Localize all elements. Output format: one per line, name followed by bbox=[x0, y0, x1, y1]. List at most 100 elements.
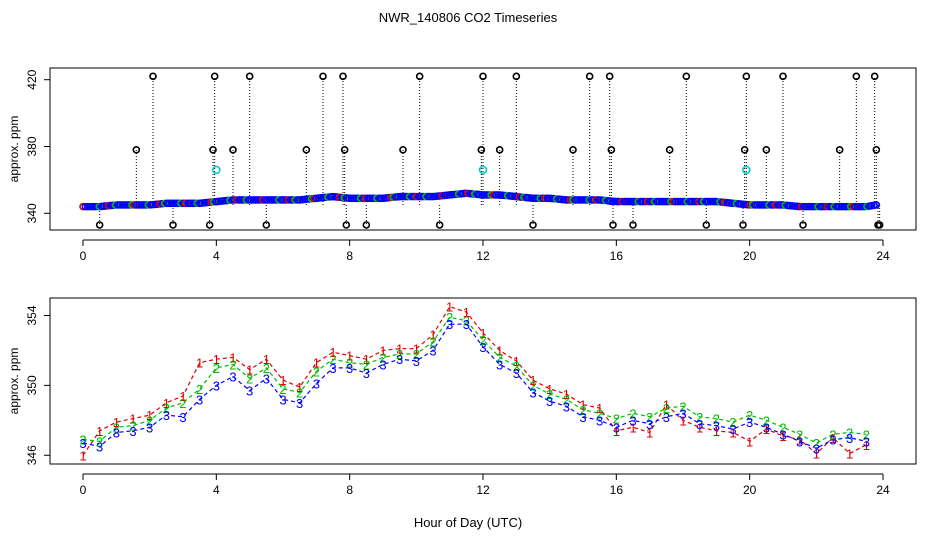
series-1-marker: 1 bbox=[529, 373, 536, 388]
baseline-point bbox=[769, 201, 778, 209]
series-1-marker: 1 bbox=[596, 401, 603, 416]
baseline-point bbox=[643, 197, 652, 206]
series-3-marker: 3 bbox=[229, 370, 236, 385]
baseline-point bbox=[797, 202, 806, 211]
series-1-marker: 1 bbox=[579, 398, 586, 413]
series-2-marker: 2 bbox=[529, 378, 536, 393]
series-3-marker: 3 bbox=[363, 366, 370, 381]
baseline-point bbox=[811, 202, 820, 211]
baseline-point bbox=[818, 202, 827, 211]
series-1-marker: 1 bbox=[779, 429, 786, 444]
series-2-marker: 2 bbox=[79, 433, 86, 448]
baseline-point bbox=[816, 202, 825, 211]
baseline-point bbox=[401, 192, 409, 201]
series-2-marker: 2 bbox=[496, 350, 503, 365]
series-3-marker: 3 bbox=[113, 426, 120, 441]
series-1-marker: 1 bbox=[379, 343, 386, 358]
series-1-marker: 1 bbox=[663, 398, 670, 413]
baseline-point bbox=[683, 197, 692, 206]
baseline-point bbox=[359, 194, 367, 203]
baseline-point bbox=[814, 202, 822, 211]
baseline-point bbox=[697, 197, 706, 206]
baseline-point bbox=[846, 202, 855, 211]
baseline-point bbox=[650, 197, 659, 206]
series-1-marker: 1 bbox=[863, 438, 870, 453]
series-2-marker: 2 bbox=[613, 412, 620, 427]
series-3-marker: 3 bbox=[296, 396, 303, 411]
outlier-point bbox=[399, 146, 407, 154]
bottom-y-axis-label: approx. ppm bbox=[7, 348, 21, 415]
baseline-point bbox=[592, 196, 601, 204]
top-x-tick-label: 24 bbox=[876, 249, 890, 263]
series-1-marker: 1 bbox=[96, 424, 103, 439]
series-2-marker: 2 bbox=[663, 401, 670, 416]
baseline-point bbox=[669, 197, 678, 206]
outlier-point bbox=[779, 72, 787, 81]
outlier-point bbox=[495, 146, 504, 154]
baseline-point bbox=[529, 194, 538, 203]
baseline-point bbox=[830, 202, 839, 211]
figure-title: NWR_140806 CO2 Timeseries bbox=[379, 10, 558, 25]
baseline-point bbox=[639, 197, 647, 206]
baseline-point bbox=[541, 194, 549, 203]
baseline-point bbox=[235, 196, 244, 204]
baseline-point bbox=[758, 201, 766, 209]
series-1-marker: 1 bbox=[179, 389, 186, 404]
baseline-point bbox=[653, 197, 661, 206]
baseline-point bbox=[706, 197, 715, 206]
baseline-point bbox=[272, 196, 281, 204]
baseline-point bbox=[286, 196, 295, 204]
baseline-point bbox=[275, 196, 283, 204]
outlier-point bbox=[169, 221, 177, 229]
baseline-point bbox=[398, 192, 407, 201]
series-3-marker: 3 bbox=[313, 377, 320, 392]
outlier-point bbox=[319, 72, 327, 81]
outlier-point bbox=[799, 221, 807, 229]
outlier-point bbox=[512, 72, 521, 81]
baseline-point bbox=[872, 201, 881, 209]
series-3-marker: 3 bbox=[846, 431, 853, 446]
baseline-point bbox=[704, 197, 713, 206]
baseline-point bbox=[618, 197, 626, 206]
series-3-marker: 3 bbox=[663, 410, 670, 425]
series-2-marker: 2 bbox=[113, 420, 120, 435]
series-2-marker: 2 bbox=[263, 361, 270, 376]
cyan-point bbox=[478, 165, 488, 175]
top-x-tick-label: 4 bbox=[213, 249, 220, 263]
series-3-marker: 3 bbox=[213, 378, 220, 393]
series-3-marker: 3 bbox=[579, 410, 586, 425]
baseline-point bbox=[114, 201, 122, 209]
series-1-marker: 1 bbox=[463, 305, 470, 320]
baseline-point bbox=[116, 201, 125, 209]
series-2-marker: 2 bbox=[396, 347, 403, 362]
cyan-point bbox=[742, 165, 751, 175]
series-1-marker: 1 bbox=[129, 412, 136, 427]
baseline-point bbox=[270, 196, 279, 204]
baseline-point bbox=[837, 202, 846, 211]
baseline-point bbox=[426, 192, 435, 201]
series-3-marker: 3 bbox=[863, 434, 870, 449]
baseline-point bbox=[681, 197, 689, 206]
series-3-marker: 3 bbox=[396, 352, 403, 367]
baseline-point bbox=[627, 197, 636, 206]
series-2-marker: 2 bbox=[713, 412, 720, 427]
baseline-point bbox=[590, 196, 598, 204]
baseline-point bbox=[538, 194, 547, 203]
top-x-tick-label: 12 bbox=[476, 249, 490, 263]
series-3-marker: 3 bbox=[429, 343, 436, 358]
baseline-point bbox=[774, 201, 783, 209]
outlier-point bbox=[605, 72, 614, 81]
baseline-point bbox=[585, 196, 594, 204]
series-3-marker: 3 bbox=[163, 408, 170, 423]
baseline-point bbox=[177, 199, 185, 208]
series-1-marker: 1 bbox=[696, 420, 703, 435]
baseline-point bbox=[776, 201, 785, 209]
series-3-marker: 3 bbox=[613, 420, 620, 435]
outlier-point bbox=[210, 72, 219, 81]
series-2-marker: 2 bbox=[563, 392, 570, 407]
baseline-point bbox=[692, 197, 701, 206]
outlier-point bbox=[229, 146, 237, 154]
baseline-point bbox=[573, 196, 582, 204]
series-3-marker: 3 bbox=[346, 361, 353, 376]
